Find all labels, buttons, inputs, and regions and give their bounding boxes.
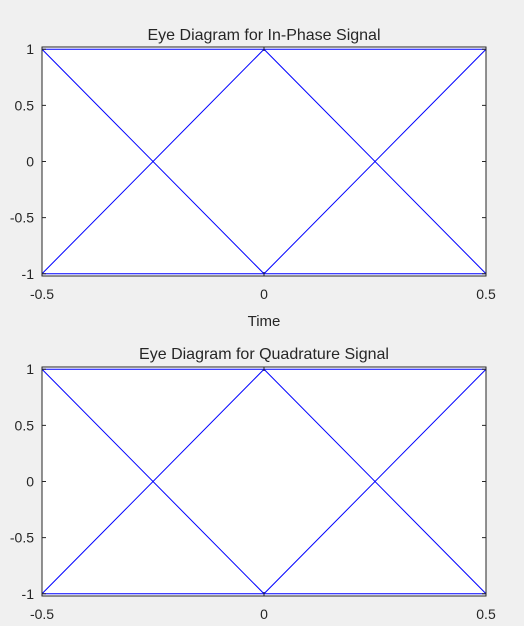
x-tick-label: -0.5 xyxy=(30,606,54,622)
subplot-quadrature: -0.5 0 0.5 1 0.5 0 -0.5 -1 Eye Diagram for Quadr… xyxy=(10,346,496,622)
y-tick-label: -0.5 xyxy=(10,530,34,546)
x-tick-label: 0 xyxy=(260,286,268,302)
subplot-in-phase: -0.5 0 0.5 1 0.5 0 -0.5 -1 Eye Diagram for In-Ph… xyxy=(10,27,496,330)
y-tick-label: 0 xyxy=(26,154,34,170)
y-tick-label: -1 xyxy=(22,586,35,602)
y-tick-label: 1 xyxy=(26,361,34,377)
y-tick-label: 1 xyxy=(26,41,34,57)
chart-title: Eye Diagram for Quadrature Signal xyxy=(139,346,389,363)
chart-title: Eye Diagram for In-Phase Signal xyxy=(148,27,381,44)
y-tick-label: -0.5 xyxy=(10,210,34,226)
y-tick-label: -1 xyxy=(22,266,35,282)
x-tick-label: 0 xyxy=(260,606,268,622)
x-axis-label: Time xyxy=(248,313,281,330)
plot-area xyxy=(42,367,486,596)
x-tick-label: 0.5 xyxy=(476,606,496,622)
y-tick-label: 0.5 xyxy=(15,417,35,433)
y-tick-label: 0 xyxy=(26,474,34,490)
x-tick-label: 0.5 xyxy=(476,286,496,302)
y-tick-label: 0.5 xyxy=(15,97,35,113)
x-tick-label: -0.5 xyxy=(30,286,54,302)
plot-area xyxy=(42,47,486,276)
